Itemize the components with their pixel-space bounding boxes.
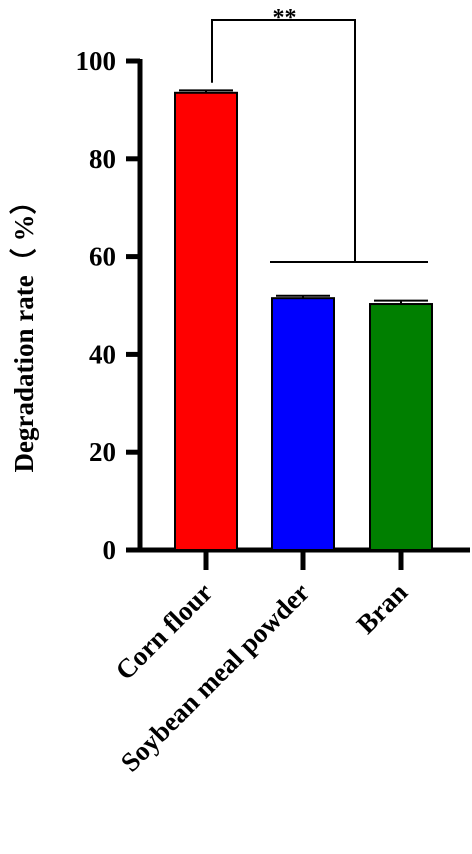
y-axis: 0 20 40 60 80 100	[76, 46, 143, 565]
y-tick-label: 0	[103, 535, 117, 565]
error-bar	[374, 299, 428, 305]
error-bar	[276, 294, 330, 299]
y-tick-label: 80	[89, 144, 116, 174]
bar-bran	[369, 303, 433, 551]
y-tick-label: 40	[89, 339, 116, 369]
y-tick-label: 100	[76, 46, 117, 76]
category-label: Soybean meal powder	[115, 577, 315, 777]
y-tick-label: 60	[89, 242, 116, 272]
bar-soybean-meal-powder	[271, 297, 335, 552]
bars	[174, 89, 433, 552]
significance-bracket: **	[211, 5, 428, 263]
category-label: Bran	[351, 577, 414, 640]
significance-label: **	[273, 5, 297, 31]
y-tick-label: 20	[89, 437, 116, 467]
bracket-line	[211, 19, 356, 262]
y-axis-label: Degradation rate（ %）	[9, 188, 39, 473]
error-bar	[179, 89, 233, 93]
bar-corn-flour	[174, 91, 238, 551]
